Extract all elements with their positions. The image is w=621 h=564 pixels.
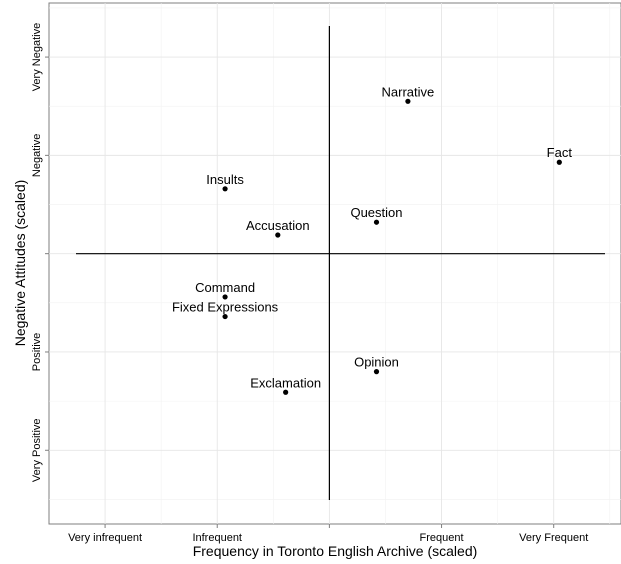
data-point-label: Exclamation xyxy=(250,375,321,390)
data-point-label: Fact xyxy=(547,145,573,160)
y-tick-labels: Very Negative Negative Positive Very Positi… xyxy=(31,23,43,482)
data-point xyxy=(373,219,380,225)
data-point-label: Opinion xyxy=(354,355,399,370)
data-point xyxy=(222,186,228,192)
data-point xyxy=(222,294,228,300)
data-point-label: Accusation xyxy=(246,218,310,233)
data-point xyxy=(373,369,380,375)
x-tick-label: Frequent xyxy=(420,532,464,544)
data-point xyxy=(222,313,228,320)
data-point xyxy=(275,232,281,238)
reference-lines xyxy=(76,26,605,500)
y-tick-label: Very Negative xyxy=(31,23,43,91)
data-point xyxy=(556,159,562,165)
y-tick-label: Positive xyxy=(31,333,43,372)
data-point-label: Insults xyxy=(206,172,244,187)
y-tick-label: Very Positive xyxy=(31,418,43,482)
x-tick-label: Infrequent xyxy=(192,532,242,544)
data-point-label: Narrative xyxy=(382,84,435,99)
x-axis-title: Frequency in Toronto English Archive (sc… xyxy=(193,543,478,559)
y-axis-title: Negative Attitudes (scaled) xyxy=(12,180,28,347)
axis-ticks xyxy=(45,56,555,528)
data-point-label: Command xyxy=(195,280,255,295)
data-point-label: Question xyxy=(350,205,402,220)
x-tick-label: Very infrequent xyxy=(68,532,142,544)
data-point xyxy=(283,389,289,395)
minor-gridlines xyxy=(49,3,621,524)
plot-panel xyxy=(48,2,621,525)
x-tick-labels: Very infrequent Infrequent Frequent Very Fr… xyxy=(68,532,588,544)
data-points: Narrative Fact Insults Question Accusation Co… xyxy=(172,84,572,395)
data-point-label: Fixed Expressions xyxy=(172,300,279,315)
data-point xyxy=(405,98,411,104)
y-tick-label: Negative xyxy=(31,134,43,177)
x-tick-label: Very Frequent xyxy=(519,532,588,544)
